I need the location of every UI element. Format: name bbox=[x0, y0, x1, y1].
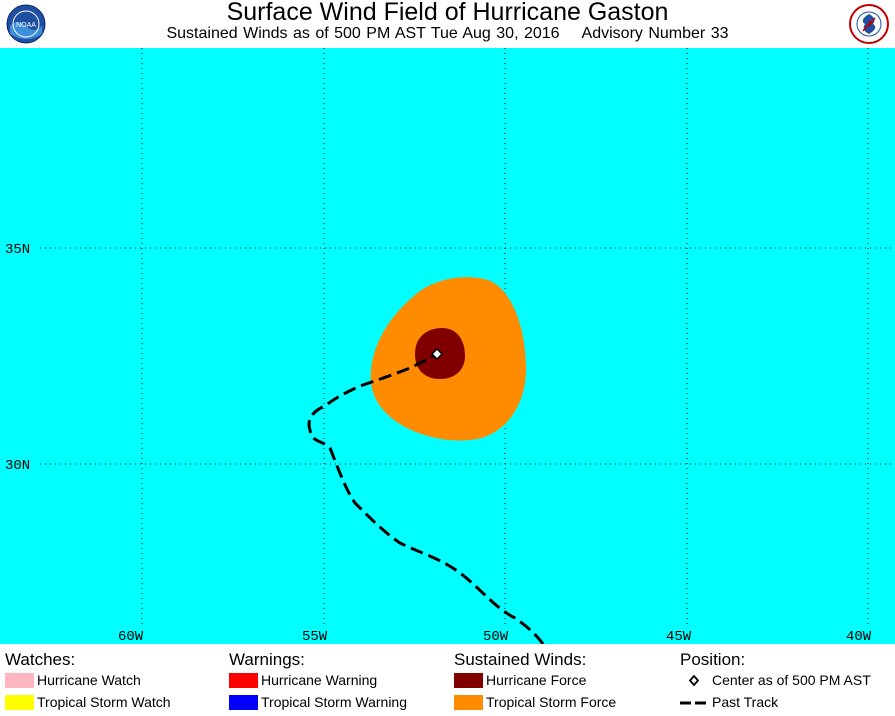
lat-label-30n: 30N bbox=[5, 458, 30, 474]
hurricane-warning-swatch bbox=[229, 673, 258, 688]
lon-label-45w: 45W bbox=[666, 629, 692, 644]
dashed-line-icon bbox=[680, 695, 709, 710]
legend-tropical-storm-warning: Tropical Storm Warning bbox=[229, 694, 407, 710]
center-diamond-icon bbox=[680, 673, 709, 688]
hurricane-watch-swatch bbox=[5, 673, 34, 688]
tropical-storm-warning-swatch bbox=[229, 695, 258, 710]
lat-label-35n: 35N bbox=[5, 242, 30, 258]
tropical-storm-warning-label: Tropical Storm Warning bbox=[261, 694, 408, 710]
legend-past-track: Past Track bbox=[680, 694, 778, 710]
legend-tropical-storm-force: Tropical Storm Force bbox=[454, 694, 616, 710]
past-track-line bbox=[307, 352, 545, 645]
wind-field-map: 35N 30N 60W 55W 50W 45W 40W bbox=[0, 48, 895, 645]
legend: Watches: Hurricane Watch Tropical Storm … bbox=[0, 644, 895, 716]
lon-label-40w: 40W bbox=[846, 629, 872, 644]
legend-position-heading: Position: bbox=[680, 650, 746, 669]
lon-label-60w: 60W bbox=[118, 629, 144, 644]
legend-tropical-storm-watch: Tropical Storm Watch bbox=[5, 694, 171, 710]
noaa-logo-text: NOAA bbox=[16, 22, 36, 29]
tropical-storm-force-swatch bbox=[454, 695, 483, 710]
storm-center-marker bbox=[430, 347, 444, 361]
hurricane-force-label: Hurricane Force bbox=[486, 672, 587, 688]
legend-hurricane-watch: Hurricane Watch bbox=[5, 672, 141, 688]
legend-hurricane-warning: Hurricane Warning bbox=[229, 672, 377, 688]
header: NOAA Surface Wind Field of Hurricane Gas… bbox=[0, 0, 895, 48]
tropical-storm-force-label: Tropical Storm Force bbox=[486, 694, 617, 710]
lon-label-55w: 55W bbox=[302, 629, 328, 644]
subtitle-advisory: Advisory Number 33 bbox=[581, 25, 729, 42]
legend-hurricane-force: Hurricane Force bbox=[454, 672, 586, 688]
center-position-label: Center as of 500 PM AST bbox=[712, 672, 871, 688]
noaa-logo: NOAA bbox=[6, 4, 46, 44]
map-canvas: 35N 30N 60W 55W 50W 45W 40W bbox=[0, 48, 895, 645]
tropical-storm-watch-label: Tropical Storm Watch bbox=[37, 694, 171, 710]
graticule-labels: 35N 30N 60W 55W 50W 45W 40W bbox=[5, 242, 872, 645]
page-subtitle: Sustained Winds as of 500 PM AST Tue Aug… bbox=[0, 25, 895, 43]
past-track-label: Past Track bbox=[712, 694, 779, 710]
page-title: Surface Wind Field of Hurricane Gaston bbox=[226, 0, 669, 26]
subtitle-time: Sustained Winds as of 500 PM AST Tue Aug… bbox=[166, 25, 560, 42]
hurricane-warning-label: Hurricane Warning bbox=[261, 672, 378, 688]
tropical-storm-watch-swatch bbox=[5, 695, 34, 710]
legend-watches-heading: Watches: bbox=[5, 650, 76, 669]
lon-label-50w: 50W bbox=[483, 629, 509, 644]
hurricane-watch-label: Hurricane Watch bbox=[37, 672, 141, 688]
nws-logo bbox=[849, 4, 889, 44]
legend-warnings-heading: Warnings: bbox=[229, 650, 305, 669]
legend-winds-heading: Sustained Winds: bbox=[454, 650, 587, 669]
legend-center-position: Center as of 500 PM AST bbox=[680, 672, 871, 688]
hurricane-force-swatch bbox=[454, 673, 483, 688]
